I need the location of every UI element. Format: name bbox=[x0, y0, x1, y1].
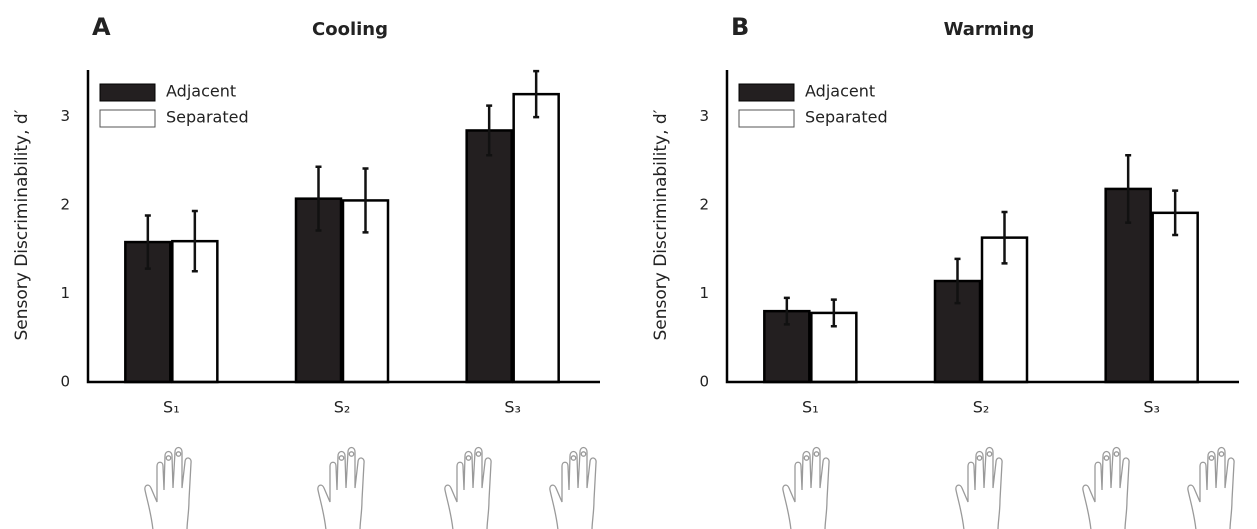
y-tick-label: 2 bbox=[699, 195, 709, 213]
y-tick-label: 0 bbox=[699, 373, 709, 391]
y-tick-label: 1 bbox=[699, 284, 709, 302]
x-tick-label: S₁ bbox=[163, 398, 180, 417]
legend-label: Separated bbox=[166, 108, 249, 127]
y-tick-label: 1 bbox=[60, 284, 70, 302]
hand-icon bbox=[550, 448, 596, 529]
chart-title: Cooling bbox=[312, 19, 388, 40]
hand-icon bbox=[1083, 448, 1129, 529]
legend-swatch bbox=[739, 110, 794, 127]
x-tick-label: S₃ bbox=[1143, 398, 1160, 417]
x-tick-label: S₂ bbox=[334, 398, 351, 417]
legend-swatch bbox=[100, 110, 155, 127]
y-tick-label: 3 bbox=[60, 107, 70, 125]
y-tick-label: 3 bbox=[699, 107, 709, 125]
x-tick-label: S₁ bbox=[802, 398, 819, 417]
hand-icon bbox=[1188, 448, 1234, 529]
figure: A Cooling Sensory Discriminability, d′ 0 1 2 3… bbox=[0, 0, 1257, 529]
y-axis-label: Sensory Discriminability, d′ bbox=[651, 109, 671, 340]
hand-icon bbox=[145, 448, 191, 529]
x-tick-label: S₂ bbox=[973, 398, 990, 417]
legend-label: Adjacent bbox=[166, 82, 236, 101]
hand-illustrations bbox=[145, 448, 1234, 529]
bar bbox=[467, 130, 512, 382]
legend-label: Adjacent bbox=[805, 82, 875, 101]
chart-title: Warming bbox=[944, 19, 1035, 40]
panel-label: B bbox=[731, 13, 749, 41]
bar bbox=[1153, 213, 1198, 382]
y-axis-label: Sensory Discriminability, d′ bbox=[12, 109, 32, 340]
panel-label: A bbox=[92, 13, 111, 41]
x-tick-label: S₃ bbox=[504, 398, 521, 417]
legend-label: Separated bbox=[805, 108, 888, 127]
legend-swatch bbox=[100, 84, 155, 101]
hand-icon bbox=[956, 448, 1002, 529]
hand-icon bbox=[783, 448, 829, 529]
hand-icon bbox=[445, 448, 491, 529]
bar bbox=[514, 94, 559, 382]
y-tick-label: 2 bbox=[60, 195, 70, 213]
legend-swatch bbox=[739, 84, 794, 101]
hand-icon bbox=[318, 448, 364, 529]
y-tick-label: 0 bbox=[60, 373, 70, 391]
